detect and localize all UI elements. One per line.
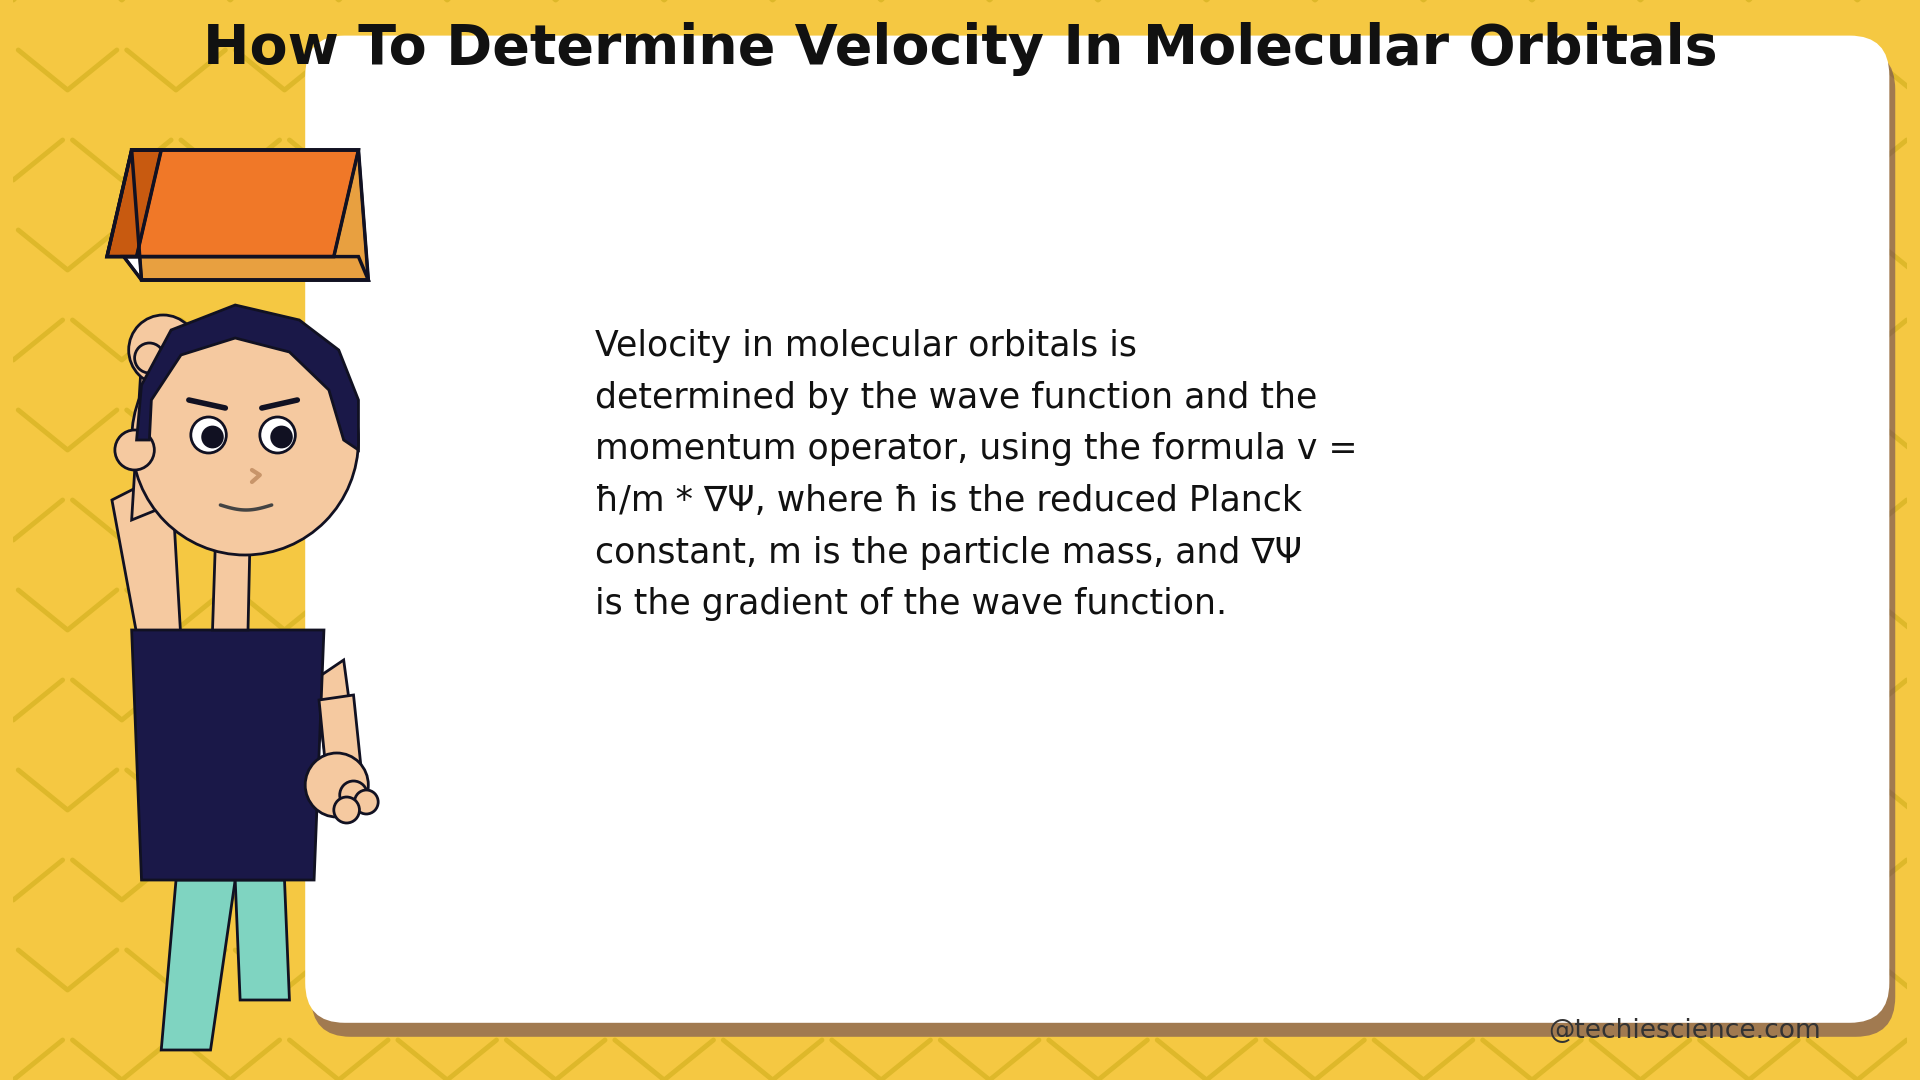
Text: How To Determine Velocity In Molecular Orbitals: How To Determine Velocity In Molecular O…: [204, 22, 1716, 76]
Circle shape: [177, 338, 205, 366]
Circle shape: [129, 315, 198, 384]
Polygon shape: [123, 257, 369, 280]
Circle shape: [115, 430, 154, 470]
Circle shape: [132, 325, 359, 555]
Polygon shape: [108, 150, 161, 257]
Circle shape: [134, 343, 165, 373]
Circle shape: [167, 343, 196, 373]
FancyBboxPatch shape: [305, 36, 1889, 1023]
Text: Velocity in molecular orbitals is
determined by the wave function and the
moment: Velocity in molecular orbitals is determ…: [595, 329, 1357, 621]
Circle shape: [305, 753, 369, 816]
Text: @techiescience.com: @techiescience.com: [1549, 1018, 1822, 1044]
Polygon shape: [111, 470, 180, 660]
Polygon shape: [132, 150, 369, 280]
Circle shape: [259, 417, 296, 453]
Polygon shape: [132, 360, 202, 519]
FancyBboxPatch shape: [311, 50, 1895, 1037]
Circle shape: [340, 781, 367, 809]
Polygon shape: [161, 880, 234, 1050]
Circle shape: [334, 797, 359, 823]
Polygon shape: [213, 540, 250, 630]
Circle shape: [271, 427, 292, 447]
Polygon shape: [234, 880, 290, 1000]
Polygon shape: [136, 305, 359, 450]
Circle shape: [190, 417, 227, 453]
Polygon shape: [108, 150, 359, 257]
Circle shape: [204, 427, 223, 447]
Circle shape: [355, 789, 378, 814]
Polygon shape: [319, 696, 363, 800]
Polygon shape: [315, 660, 359, 780]
Polygon shape: [132, 630, 324, 880]
